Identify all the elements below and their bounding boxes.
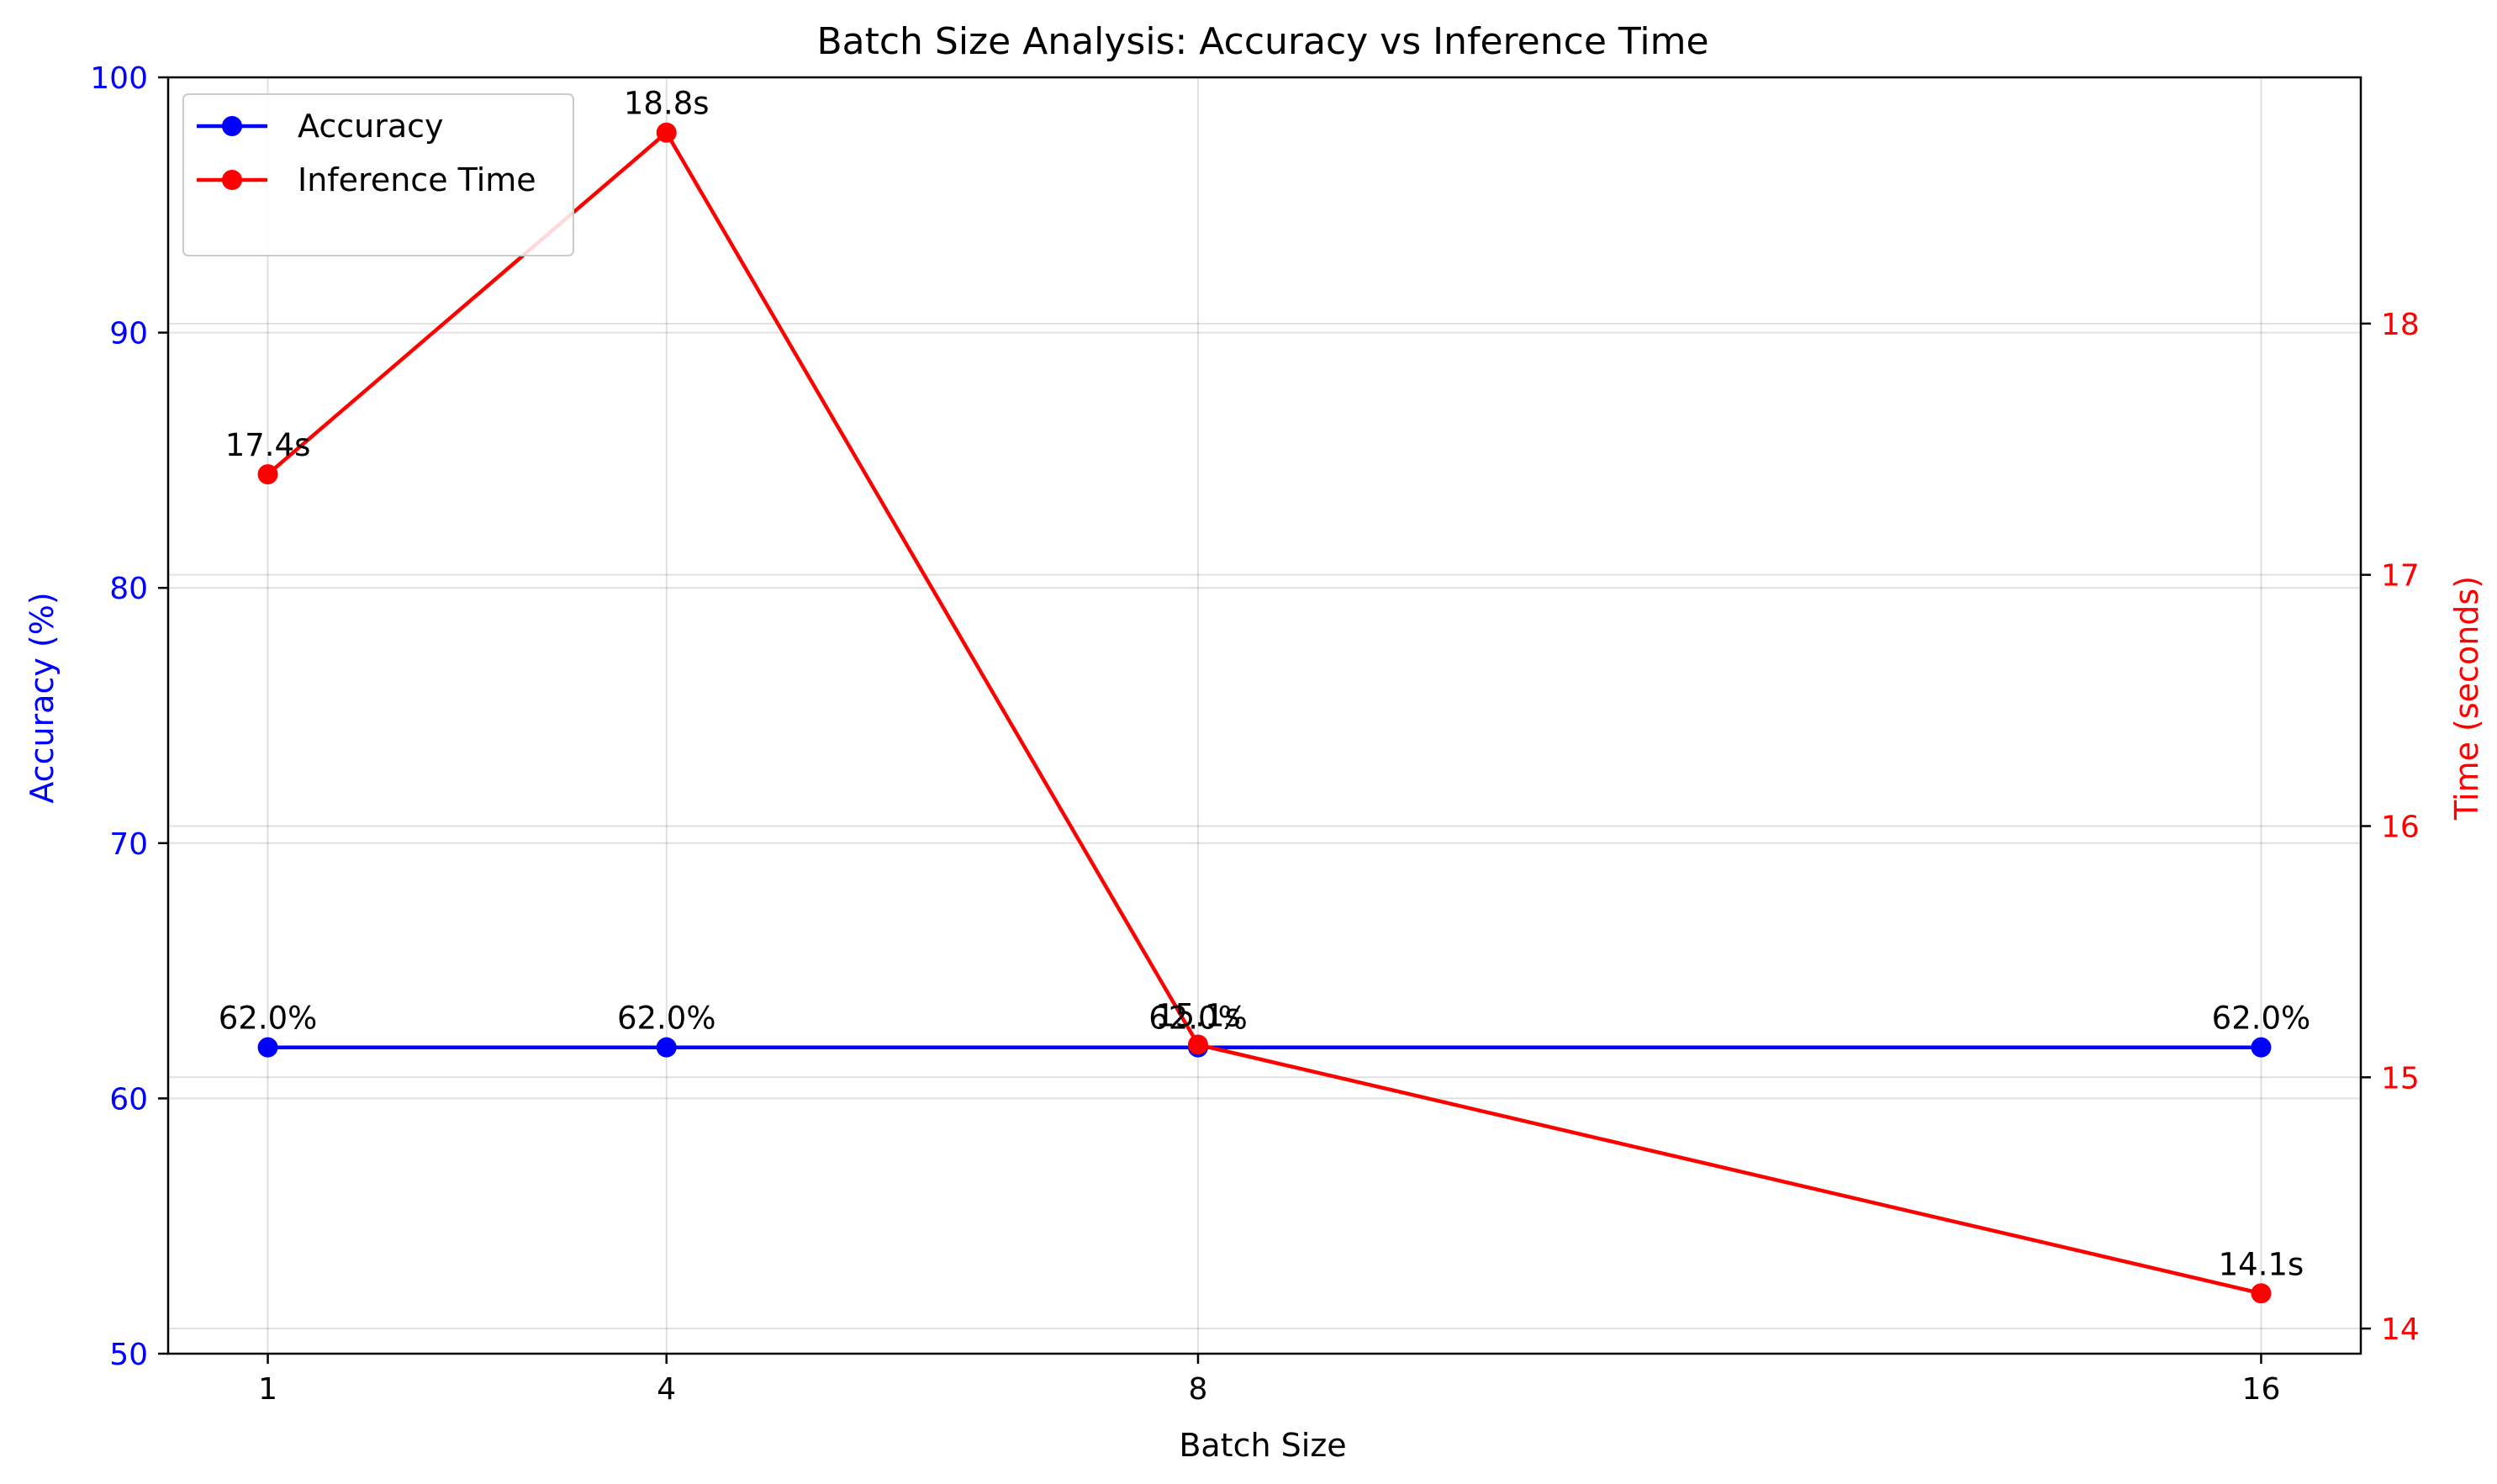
x-tick-label: 16 — [2242, 1372, 2281, 1407]
y-left-tick-label: 90 — [109, 317, 148, 351]
x-tick-label: 8 — [1189, 1372, 1208, 1407]
y-left-tick-label: 60 — [109, 1082, 148, 1117]
inference-time-data-label: 14.1s — [2219, 1246, 2304, 1282]
y-right-tick-label: 16 — [2381, 810, 2420, 844]
inference-time-point — [1187, 1034, 1208, 1055]
series-layer — [257, 122, 2272, 1304]
legend: Accuracy Inference Time — [182, 93, 574, 256]
inference-time-point — [257, 464, 278, 485]
inference-time-data-label: 15.1s — [1155, 997, 1241, 1033]
accuracy-data-label: 62.0% — [219, 1001, 318, 1037]
accuracy-point — [656, 1037, 677, 1058]
x-axis-label: Batch Size — [1179, 1427, 1346, 1464]
legend-marker-inference-time — [222, 170, 242, 190]
legend-label-accuracy: Accuracy — [298, 108, 444, 145]
accuracy-data-label: 62.0% — [617, 1001, 716, 1037]
inference-time-point — [656, 122, 677, 143]
y-right-tick-label: 17 — [2381, 559, 2420, 594]
y-left-tick-label: 80 — [109, 572, 148, 606]
legend-marker-accuracy — [222, 116, 242, 136]
legend-label-inference-time: Inference Time — [298, 161, 536, 198]
y-left-tick-label: 50 — [109, 1338, 148, 1372]
inference-time-line — [267, 130, 2262, 1296]
y-left-tick-label: 70 — [109, 827, 148, 862]
y-right-tick-label: 15 — [2381, 1061, 2420, 1096]
y-right-tick-label: 14 — [2381, 1312, 2420, 1347]
y-axis-left-label: Accuracy (%) — [24, 592, 61, 803]
accuracy-point — [257, 1037, 278, 1058]
legend-box — [182, 93, 574, 256]
inference-time-point — [2251, 1283, 2272, 1304]
x-tick-label: 4 — [657, 1372, 676, 1407]
y-left-tick-label: 100 — [90, 61, 148, 96]
y-axis-right-label: Time (seconds) — [2448, 576, 2485, 821]
chart-title: Batch Size Analysis: Accuracy vs Inferen… — [816, 20, 1708, 63]
plot-frame — [166, 76, 2362, 1355]
accuracy-data-label: 62.0% — [1148, 1001, 1248, 1037]
inference-time-data-label: 17.4s — [225, 427, 311, 463]
x-tick-label: 1 — [258, 1372, 277, 1407]
inference-time-data-label: 18.8s — [624, 86, 710, 122]
y-right-tick-label: 18 — [2381, 308, 2420, 342]
accuracy-point — [2251, 1037, 2272, 1058]
data-labels: 62.0% 62.0% 62.0% 62.0% 17.4s 18.8s 15.1s 14.1s — [219, 86, 2310, 1283]
accuracy-data-label: 62.0% — [2212, 1001, 2311, 1037]
